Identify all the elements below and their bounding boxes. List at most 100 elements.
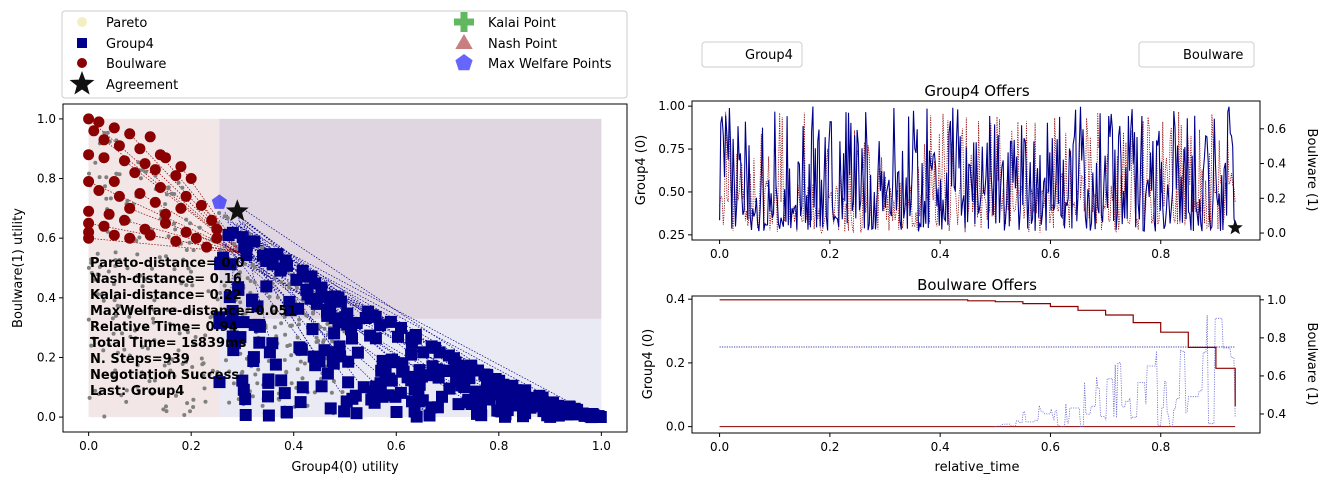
y-tick-label: 0.2: [666, 356, 685, 370]
outcome-point: [289, 381, 294, 386]
group4-offer: [226, 226, 239, 239]
outcome-point: [115, 303, 120, 308]
boulware-offer: [124, 232, 136, 244]
outcome-point: [182, 413, 187, 417]
x-tick-label: 0.2: [182, 439, 201, 453]
x-tick-label: 1.0: [592, 439, 611, 453]
outcome-point: [105, 130, 110, 135]
outcome-point: [298, 359, 303, 364]
outcome-point: [118, 304, 123, 309]
outcome-point: [165, 307, 170, 312]
boulware-offer: [211, 223, 223, 235]
y-right-tick-label: 0.6: [1267, 122, 1286, 136]
outcome-point: [151, 307, 156, 312]
group4-offer: [278, 387, 291, 400]
group4-offer: [392, 330, 404, 343]
outcome-point: [128, 334, 133, 339]
annotation-line: MaxWelfare-distance=0.051: [90, 304, 297, 319]
outcome-point: [110, 371, 115, 376]
outcome-point: [172, 267, 177, 272]
group4-offer: [433, 346, 446, 359]
boulware-offer: [88, 125, 100, 137]
outcome-point: [189, 269, 193, 274]
outcome-point: [295, 285, 299, 290]
legend-boulware: Boulware: [1183, 48, 1243, 63]
boulware-offer: [195, 199, 207, 211]
outcome-point: [252, 280, 257, 285]
group4-offer: [410, 410, 423, 423]
outcome-point: [318, 325, 323, 330]
outcome-point: [125, 266, 130, 271]
outcome-point: [238, 270, 242, 275]
group4-offer: [294, 396, 307, 409]
outcome-point: [140, 284, 145, 289]
outcome-point: [143, 277, 148, 282]
y-right-tick-label: 0.0: [1267, 226, 1286, 240]
x-tick-label: 0.8: [1151, 247, 1170, 261]
outcome-point: [91, 336, 96, 341]
group4-offer: [260, 280, 273, 293]
outcome-point: [206, 289, 211, 294]
annotation-line: Kalai-distance= 0.22: [90, 288, 242, 303]
outcome-point: [270, 304, 275, 309]
group4-offer: [280, 406, 293, 419]
group4-offer: [362, 305, 375, 318]
outcome-point: [225, 216, 230, 220]
outcome-point: [185, 401, 190, 406]
y-tick-label: 0.2: [37, 350, 56, 364]
legend-marker-boulware: [77, 58, 87, 68]
outcome-point: [250, 394, 255, 399]
group4-offer: [465, 359, 478, 372]
outcome-point: [102, 414, 107, 419]
group4-offer: [262, 376, 275, 389]
group4-offer: [315, 281, 328, 294]
outcome-point: [167, 321, 172, 326]
group4-offer: [368, 396, 381, 409]
boulware-offer: [170, 170, 182, 182]
outcome-point: [163, 202, 168, 207]
outcome-point: [267, 294, 272, 299]
region-overlap: [219, 118, 602, 319]
outcome-point: [191, 405, 196, 409]
boulware-offer: [119, 155, 130, 167]
y-right-tick-label: 0.6: [1267, 369, 1286, 383]
outcome-point: [180, 185, 185, 190]
outcome-point: [122, 347, 127, 352]
outcome-point: [245, 308, 250, 312]
y-tick-label: 0.0: [666, 420, 685, 434]
agreement-star: [1227, 219, 1243, 235]
outcome-point: [260, 245, 265, 250]
group4-offer: [257, 249, 269, 262]
outcome-point: [152, 378, 157, 383]
outcome-point: [107, 342, 111, 347]
group4-offer: [290, 273, 303, 286]
outcome-point: [287, 285, 292, 290]
group4-offer: [334, 350, 347, 363]
outcome-point: [201, 373, 206, 378]
boulware-offer: [185, 173, 197, 184]
outcome-point: [111, 282, 116, 287]
outcome-point: [95, 251, 100, 256]
group4-offer: [587, 408, 600, 421]
group4-offers-ylabel-right: Boulware (1): [1304, 129, 1319, 212]
boulware-offer: [160, 208, 171, 220]
outcome-point: [322, 326, 327, 331]
outcome-point: [222, 214, 227, 219]
group4-offer: [232, 281, 245, 294]
boulware-offer: [83, 232, 95, 244]
outcome-point: [192, 341, 197, 346]
group4-offer: [321, 290, 334, 303]
outcome-point: [283, 332, 288, 337]
outcome-point: [231, 381, 236, 386]
group4-offer: [328, 312, 341, 325]
outcome-point: [135, 384, 140, 389]
outcome-point: [136, 389, 141, 394]
outcome-point: [245, 276, 250, 281]
outcome-point: [151, 316, 155, 321]
outcome-point: [115, 350, 120, 355]
legend-marker-group4: [77, 38, 87, 48]
group4-offer: [409, 329, 422, 342]
group4-offer: [541, 409, 554, 422]
outcome-point: [187, 309, 192, 314]
y-tick-label: 1.0: [37, 112, 56, 126]
